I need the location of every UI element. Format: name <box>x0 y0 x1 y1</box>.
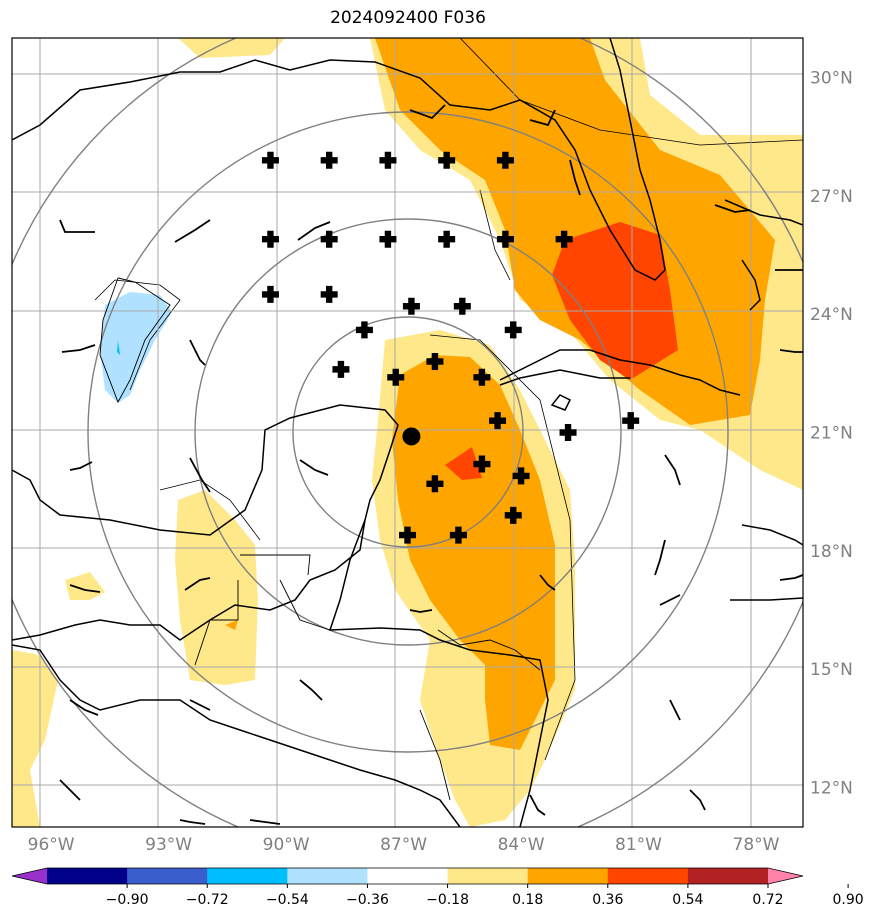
plus-marker <box>555 230 573 248</box>
contour-fill-lightblue <box>100 292 172 403</box>
plus-marker <box>402 297 420 315</box>
colorbar-tick-label: 0.90 <box>833 892 864 908</box>
lat-tick-label: 24°N <box>810 305 853 325</box>
plus-marker <box>379 230 397 248</box>
contour-fill-blue <box>117 340 120 355</box>
plus-marker <box>261 151 279 169</box>
colorbar-segment <box>207 868 288 884</box>
colorbar-tick-label: −0.36 <box>346 892 389 908</box>
contour-lines <box>94 38 803 761</box>
lon-tick-label: 84°W <box>498 835 545 855</box>
lat-tick-label: 15°N <box>810 660 853 680</box>
storm-center-marker <box>402 427 421 446</box>
colorbar-tick-label: −0.18 <box>426 892 469 908</box>
colorbar-segment <box>367 868 449 884</box>
lon-tick-label: 93°W <box>145 835 192 855</box>
lon-tick-label: 78°W <box>733 835 780 855</box>
lat-tick-label: 27°N <box>810 187 853 207</box>
lat-tick-label: 21°N <box>810 424 853 444</box>
plus-marker <box>473 455 491 473</box>
graticule <box>12 38 803 827</box>
plus-marker <box>559 424 577 441</box>
plus-marker <box>496 230 514 248</box>
colorbar-tick-label: 0.54 <box>672 892 703 908</box>
map-layers <box>12 38 803 827</box>
plus-marker <box>496 151 514 169</box>
lon-tick-label: 90°W <box>263 835 310 855</box>
plus-marker <box>320 285 338 303</box>
longitude-labels: 96°W 93°W 90°W 87°W 84°W 81°W 78°W <box>28 835 780 855</box>
colorbar: −0.90 −0.72 −0.54 −0.36 −0.18 0.18 0.36 0.54 0.7… <box>11 867 864 908</box>
plus-marker <box>426 475 444 493</box>
lat-tick-label: 12°N <box>810 779 853 799</box>
colorbar-segment <box>687 868 769 884</box>
colorbar-tick-label: −0.54 <box>266 892 309 908</box>
plus-marker <box>489 412 507 430</box>
colorbar-segment <box>287 868 368 884</box>
lon-tick-label: 87°W <box>380 835 427 855</box>
plus-marker <box>355 321 373 339</box>
map-frame <box>11 37 804 828</box>
lon-tick-label: 81°W <box>615 835 662 855</box>
range-rings <box>12 38 803 827</box>
plus-marker <box>261 230 279 248</box>
lat-tick-label: 30°N <box>810 68 853 88</box>
plus-marker <box>473 368 491 386</box>
colorbar-segment <box>47 868 128 884</box>
plus-marker <box>332 360 350 378</box>
borders <box>99 277 541 801</box>
colorbar-extend-low <box>12 868 47 884</box>
colorbar-tick-label: −0.72 <box>186 892 229 908</box>
plus-marker <box>320 230 338 248</box>
plus-marker <box>438 151 456 169</box>
plus-marker <box>512 467 530 485</box>
plus-marker <box>453 297 471 315</box>
plus-marker <box>387 368 405 386</box>
coastlines <box>12 38 803 827</box>
lon-tick-label: 96°W <box>28 835 75 855</box>
colorbar-outline <box>11 867 804 885</box>
colorbar-segment <box>447 868 529 884</box>
plus-marker <box>379 151 397 169</box>
plus-marker <box>320 151 338 169</box>
plus-marker <box>622 412 640 430</box>
contour-fill-orange-small <box>225 620 238 630</box>
plus-markers <box>261 151 640 544</box>
plus-marker <box>504 506 522 524</box>
plus-marker <box>449 526 467 544</box>
colorbar-segment <box>127 868 208 884</box>
contour-fill-red <box>445 222 678 480</box>
chart-title: 2024092400 F036 <box>330 8 486 28</box>
plus-marker <box>399 526 416 544</box>
plus-marker <box>438 230 456 248</box>
plus-marker <box>261 285 279 303</box>
colorbar-tick-label: 0.36 <box>592 892 623 908</box>
plus-marker <box>426 352 444 370</box>
colorbar-extend-high <box>768 868 803 884</box>
latitude-labels: 30°N 27°N 24°N 21°N 18°N 15°N 12°N <box>810 68 853 798</box>
colorbar-segment <box>607 868 689 884</box>
colorbar-segment <box>527 868 609 884</box>
colorbar-tick-label: 0.72 <box>752 892 783 908</box>
lat-tick-label: 18°N <box>810 542 853 562</box>
wind-barbs <box>59 104 803 825</box>
colorbar-tick-label: 0.18 <box>512 892 543 908</box>
plus-marker <box>504 321 522 339</box>
colorbar-tick-label: −0.90 <box>106 892 149 908</box>
